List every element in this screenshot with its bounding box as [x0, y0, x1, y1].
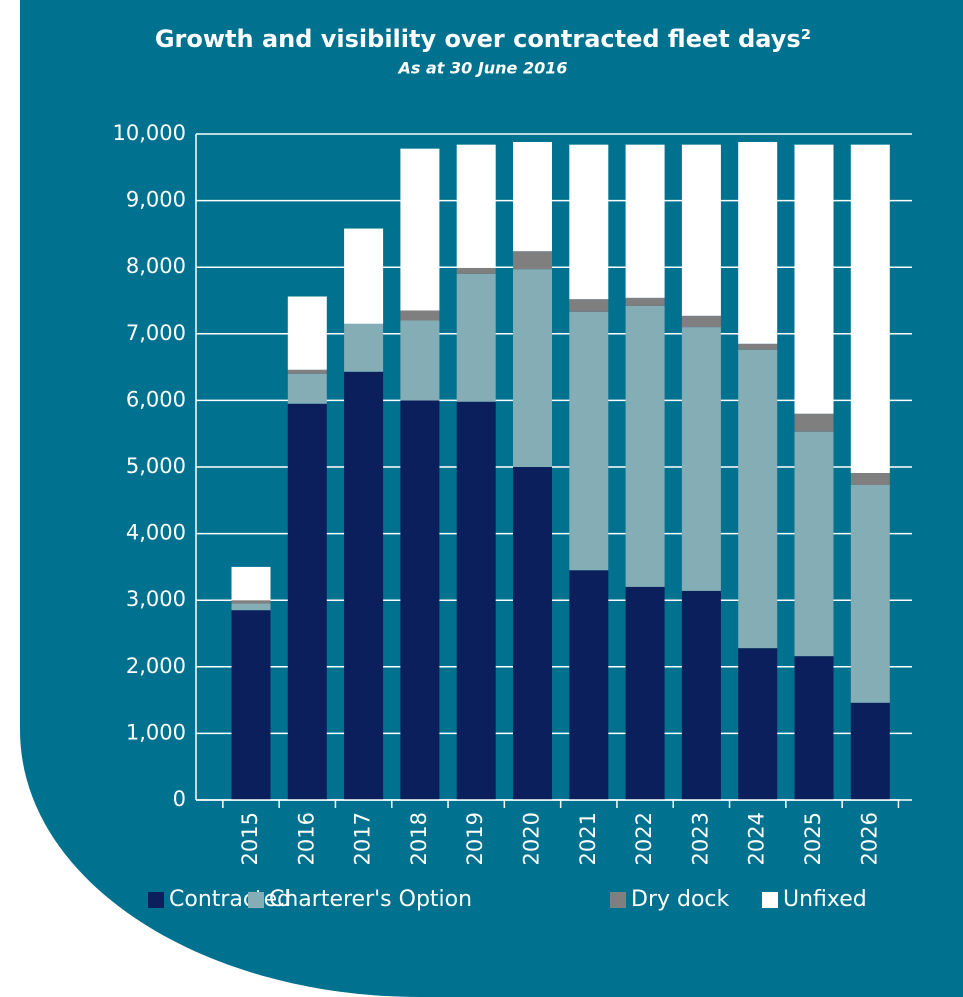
y-tick-label: 2,000 [126, 654, 186, 678]
bar-segment [456, 144, 496, 268]
x-tick-label: 2026 [857, 812, 881, 865]
bar-segment [794, 656, 834, 800]
bar-segment [231, 566, 271, 601]
bar-segment [287, 369, 327, 374]
bar-segment [625, 305, 665, 587]
y-tick-label: 10,000 [113, 121, 186, 145]
legend-label: Contracted [169, 887, 291, 912]
bar-segment [625, 586, 665, 800]
y-tick-label: 5,000 [126, 454, 186, 478]
x-tick-label: 2024 [745, 812, 769, 865]
y-tick-label: 0 [173, 787, 186, 811]
bar-segment [287, 296, 327, 370]
bar-segment [569, 299, 609, 312]
chart-subtitle: As at 30 June 2016 [396, 59, 567, 78]
bar-segment [850, 144, 890, 473]
bar-segment [231, 610, 271, 800]
y-tick-label: 9,000 [126, 188, 186, 212]
bar-segment [738, 648, 778, 800]
bar-segment [794, 144, 834, 414]
x-tick-label: 2017 [351, 812, 375, 865]
x-tick-label: 2016 [294, 812, 318, 865]
bar-segment [794, 431, 834, 657]
bar-segment [456, 401, 496, 800]
x-tick-label: 2025 [801, 812, 825, 865]
bar-segment [344, 371, 384, 800]
y-tick-label: 6,000 [126, 387, 186, 411]
bar-segment [513, 467, 552, 800]
y-tick-label: 8,000 [126, 254, 186, 278]
bar-segment [400, 148, 440, 311]
bar-segment [513, 251, 552, 270]
bar-segment [456, 267, 496, 274]
bar-segment [681, 144, 721, 316]
bar-segment [569, 311, 609, 571]
legend-label: Charterer's Option [269, 887, 472, 912]
bar-segment [681, 327, 721, 591]
bar-segment [231, 603, 271, 611]
bar-segment [344, 323, 384, 372]
bar-segment [738, 141, 778, 344]
y-tick-label: 3,000 [126, 587, 186, 611]
bar-segment [513, 269, 552, 467]
x-tick-label: 2018 [407, 812, 431, 865]
bar-segment [513, 141, 552, 252]
x-tick-label: 2022 [632, 812, 656, 865]
x-tick-label: 2023 [688, 812, 712, 865]
bar-segment [400, 310, 440, 321]
bar-segment [681, 315, 721, 328]
bar-segment [287, 403, 327, 800]
y-tick-label: 4,000 [126, 521, 186, 545]
bar-segment [400, 400, 440, 800]
bar-segment [850, 702, 890, 800]
bar-segment [794, 413, 834, 432]
x-tick-label: 2015 [238, 812, 262, 865]
bar-segment [287, 373, 327, 404]
legend-label: Unfixed [783, 887, 867, 912]
bar-segment [569, 570, 609, 800]
bar-segment [625, 297, 665, 306]
x-tick-label: 2021 [576, 812, 600, 865]
bar-segment [344, 228, 384, 324]
bar-segment [850, 484, 890, 703]
x-tick-label: 2020 [520, 812, 544, 865]
y-tick-label: 7,000 [126, 321, 186, 345]
bar-segment [456, 273, 496, 402]
legend-swatch [610, 892, 626, 908]
legend-label: Dry dock [631, 887, 730, 912]
legend-swatch [148, 892, 164, 908]
chart-title: Growth and visibility over contracted fl… [155, 25, 811, 53]
bar-segment [738, 343, 778, 350]
bar-segment [231, 600, 271, 604]
bar-segment [681, 590, 721, 800]
bar-segment [738, 349, 778, 649]
x-tick-label: 2019 [463, 812, 487, 865]
legend-swatch [248, 892, 264, 908]
legend-swatch [762, 892, 778, 908]
y-tick-label: 1,000 [126, 720, 186, 744]
bar-segment [569, 144, 609, 300]
bar-segment [625, 144, 665, 298]
bar-segment [850, 472, 890, 485]
bar-segment [400, 320, 440, 401]
